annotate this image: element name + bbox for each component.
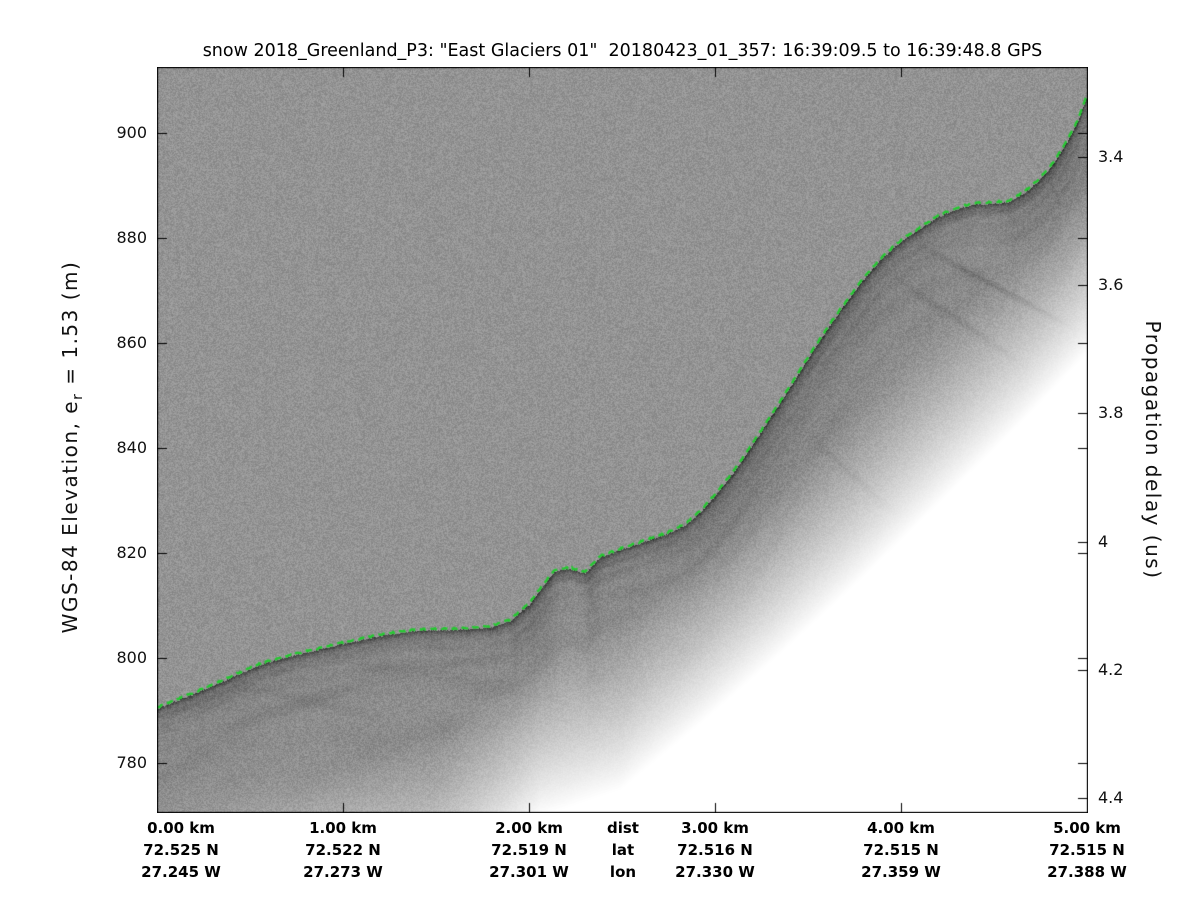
echogram-canvas [157,67,1088,813]
bottom-col-0km-lon: 27.245 W [141,863,221,881]
bottom-col-1km: 1.00 km 72.522 N 27.273 W [283,817,403,883]
left-axis-label-text: WGS-84 Elevation, e [58,399,82,634]
left-tick-860: 860 [116,333,147,352]
bottom-col-4km-lat: 72.515 N [863,841,939,859]
bottom-header: dist lat lon [563,817,683,883]
plot-title: snow 2018_Greenland_P3: "East Glaciers 0… [202,41,1043,61]
bottom-col-0km-lat: 72.525 N [143,841,219,859]
left-tick-840: 840 [116,438,147,457]
right-tick-4: 4 [1098,531,1109,551]
bottom-col-1km-dist: 1.00 km [309,819,377,837]
right-tick-4.4: 4.4 [1098,788,1124,807]
bottom-col-5km: 5.00 km 72.515 N 27.388 W [1027,817,1147,883]
bottom-col-2km-lat: 72.519 N [491,841,567,859]
bottom-col-3km: 3.00 km 72.516 N 27.330 W [655,817,775,883]
bottom-col-3km-lon: 27.330 W [675,863,755,881]
left-tick-900: 900 [116,122,147,142]
bottom-header-dist: dist [607,819,639,837]
bottom-col-3km-dist: 3.00 km [681,819,749,837]
bottom-col-2km-lon: 27.301 W [489,863,569,881]
bottom-col-5km-lat: 72.515 N [1049,841,1125,859]
bottom-col-0km: 0.00 km 72.525 N 27.245 W [121,817,241,883]
left-axis-label-units: = 1.53 (m) [58,260,82,393]
left-tick-800: 800 [116,648,147,667]
bottom-col-0km-dist: 0.00 km [147,819,215,837]
bottom-col-4km: 4.00 km 72.515 N 27.359 W [841,817,961,883]
bottom-col-3km-lat: 72.516 N [677,841,753,859]
bottom-col-5km-lon: 27.388 W [1047,863,1127,881]
bottom-col-4km-lon: 27.359 W [861,863,941,881]
right-tick-3.6: 3.6 [1098,275,1124,295]
bottom-col-2km: 2.00 km 72.519 N 27.301 W [469,817,589,883]
left-tick-780: 780 [116,753,147,773]
bottom-col-5km-dist: 5.00 km [1053,819,1121,837]
right-tick-3.8: 3.8 [1098,403,1124,423]
bottom-header-lon: lon [609,863,637,881]
bottom-col-4km-dist: 4.00 km [867,819,935,837]
right-tick-3.4: 3.4 [1098,146,1124,166]
bottom-col-2km-dist: 2.00 km [495,819,563,837]
bottom-col-1km-lat: 72.522 N [305,841,381,859]
bottom-header-lat: lat [611,841,635,859]
left-tick-820: 820 [116,543,147,562]
right-tick-4.2: 4.2 [1098,659,1124,679]
bottom-col-1km-lon: 27.273 W [303,863,383,881]
left-axis-label-subscript: r [70,392,86,400]
left-tick-880: 880 [116,227,147,247]
